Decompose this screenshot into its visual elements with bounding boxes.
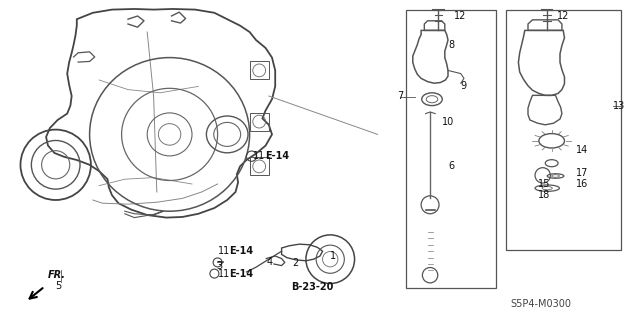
Text: 11: 11 xyxy=(218,269,230,279)
Text: FR.: FR. xyxy=(48,270,66,280)
Text: 9: 9 xyxy=(461,81,467,92)
Text: 7: 7 xyxy=(397,91,403,101)
Text: 15: 15 xyxy=(538,179,550,189)
Text: 12: 12 xyxy=(454,11,467,21)
Text: E-14: E-14 xyxy=(229,246,253,256)
Text: 11: 11 xyxy=(218,246,230,256)
Text: 17: 17 xyxy=(576,168,588,178)
Bar xyxy=(250,113,269,131)
Text: 16: 16 xyxy=(576,179,588,189)
Text: B-23-20: B-23-20 xyxy=(291,282,333,292)
Text: 2: 2 xyxy=(292,258,298,268)
Text: S5P4-M0300: S5P4-M0300 xyxy=(510,299,572,309)
Text: E-14: E-14 xyxy=(229,269,253,279)
Text: E-14: E-14 xyxy=(266,151,290,161)
Bar xyxy=(250,61,269,79)
Text: 6: 6 xyxy=(448,161,454,172)
Bar xyxy=(250,157,269,175)
Text: 18: 18 xyxy=(538,190,550,200)
Bar xyxy=(506,10,621,250)
Text: 3: 3 xyxy=(216,261,223,271)
Bar xyxy=(406,10,496,288)
Text: 8: 8 xyxy=(448,40,454,50)
Text: 11: 11 xyxy=(253,151,266,161)
Text: 12: 12 xyxy=(557,11,569,21)
Text: 1: 1 xyxy=(330,251,337,261)
Text: 14: 14 xyxy=(576,145,588,156)
Text: 4: 4 xyxy=(266,257,273,268)
Text: 13: 13 xyxy=(613,100,625,111)
Text: 5: 5 xyxy=(55,281,61,292)
Text: 10: 10 xyxy=(442,116,454,127)
